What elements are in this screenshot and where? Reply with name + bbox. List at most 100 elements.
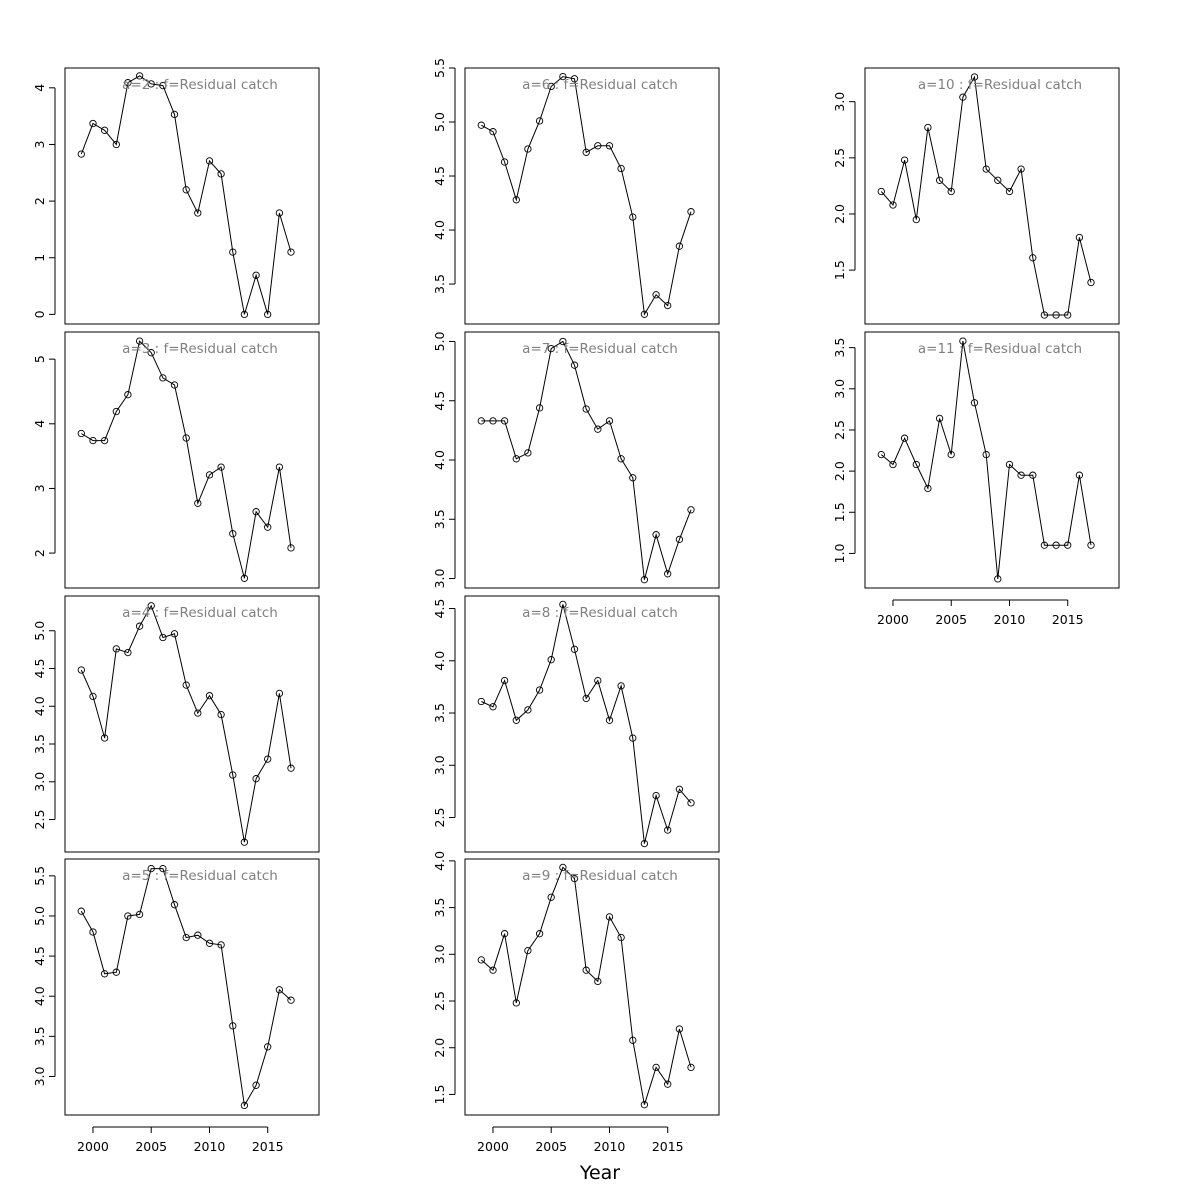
data-point <box>687 208 695 216</box>
x-tick-label: 2010 <box>994 612 1026 627</box>
data-point <box>559 72 567 81</box>
x-tick-label: 2000 <box>477 1139 509 1154</box>
data-point <box>124 79 132 87</box>
y-tick-label: 4.0 <box>432 851 447 871</box>
y-tick-label: 3.0 <box>832 379 847 399</box>
data-point <box>1040 541 1049 549</box>
data-point <box>605 142 614 150</box>
panel-title: a=6 : f=Residual catch <box>522 77 678 93</box>
data-point <box>500 158 509 166</box>
data-point <box>229 248 237 256</box>
data-point <box>559 600 567 609</box>
y-tick-label: 2.5 <box>832 148 847 168</box>
data-point <box>252 508 260 516</box>
y-tick-label: 5.0 <box>32 621 47 641</box>
data-point <box>512 716 520 724</box>
data-point <box>982 450 990 459</box>
data-point <box>182 186 190 194</box>
y-tick-label: 4.0 <box>432 651 447 671</box>
data-point <box>500 676 509 685</box>
panel-a4: 2.5 3.0 3.5 4.0 4.5 5.0 a=4 : f=Residual catch <box>32 595 320 853</box>
data-point <box>675 785 684 793</box>
data-point <box>664 570 672 578</box>
y-tick-label: 3.0 <box>32 772 47 792</box>
data-point <box>687 799 695 807</box>
data-point <box>124 391 132 399</box>
data-point <box>994 575 1002 583</box>
panel-title: a=3 : f=Residual catch <box>122 341 278 357</box>
series-line <box>481 76 692 316</box>
y-tick-label: 5.0 <box>432 332 447 352</box>
data-point <box>1005 460 1014 469</box>
data-point <box>1064 311 1072 319</box>
y-tick-label: 2.0 <box>432 1038 447 1058</box>
data-point <box>959 93 967 101</box>
data-point <box>159 81 167 90</box>
data-point <box>229 1022 237 1030</box>
data-point <box>159 633 167 642</box>
y-tick-label: 2.5 <box>432 991 447 1011</box>
x-tick-label: 2005 <box>935 612 967 627</box>
data-point <box>559 863 567 872</box>
data-point <box>489 966 497 974</box>
data-point <box>217 463 225 471</box>
data-point <box>275 689 284 698</box>
plot-frame <box>64 331 320 589</box>
data-point <box>500 417 509 425</box>
data-point <box>582 966 590 974</box>
series-line <box>480 866 692 1105</box>
x-tick-label: 2000 <box>877 612 909 627</box>
panel-a2: 0 1 2 3 4 a=2 : f=Residual catch <box>32 67 320 325</box>
data-point <box>687 1063 695 1072</box>
y-tick-label: 4.0 <box>32 696 47 716</box>
y-tick-label: 2 <box>32 197 47 205</box>
x-tick-label: 2015 <box>1052 612 1084 627</box>
data-point <box>1017 471 1025 479</box>
y-tick-label: 5.0 <box>432 112 447 132</box>
panel-title: a=7 : f=Residual catch <box>522 341 678 357</box>
data-point <box>652 531 660 539</box>
y-tick-label: 4.0 <box>32 986 47 1006</box>
data-point <box>124 648 132 657</box>
data-point <box>252 775 260 783</box>
data-point <box>264 310 272 319</box>
data-point <box>512 455 520 463</box>
data-point <box>947 187 955 196</box>
data-point <box>287 764 295 772</box>
y-tick-label: 4 <box>32 84 47 92</box>
data-point <box>535 930 544 938</box>
data-point <box>240 838 249 846</box>
data-point <box>477 417 485 425</box>
data-point <box>629 213 637 221</box>
data-point <box>947 450 955 459</box>
data-point <box>877 187 885 196</box>
data-point <box>100 436 109 445</box>
data-point <box>205 692 214 700</box>
x-tick-label: 2005 <box>135 1139 167 1154</box>
data-point <box>135 622 144 630</box>
data-point <box>652 291 660 299</box>
y-tick-label: 2 <box>32 549 47 557</box>
data-point <box>112 407 120 416</box>
y-tick-label: 1.5 <box>432 1085 447 1105</box>
data-point <box>477 956 485 964</box>
x-tick-label: 2010 <box>194 1139 226 1154</box>
data-point <box>594 977 602 986</box>
data-point <box>112 968 120 976</box>
y-tick-label: 1.5 <box>832 260 847 280</box>
data-point <box>687 506 695 514</box>
data-point <box>194 931 202 939</box>
data-point <box>524 449 532 457</box>
y-tick-label: 4.0 <box>432 220 447 240</box>
data-point <box>100 970 109 978</box>
data-point <box>1075 233 1084 242</box>
data-point <box>512 999 520 1007</box>
data-point <box>89 119 97 128</box>
data-point <box>89 928 97 936</box>
y-tick-label: 1 <box>32 254 47 262</box>
data-point <box>900 434 909 442</box>
y-tick-label: 4.5 <box>432 599 447 619</box>
y-tick-label: 2.0 <box>832 204 847 224</box>
y-tick-label: 5.5 <box>32 866 47 886</box>
